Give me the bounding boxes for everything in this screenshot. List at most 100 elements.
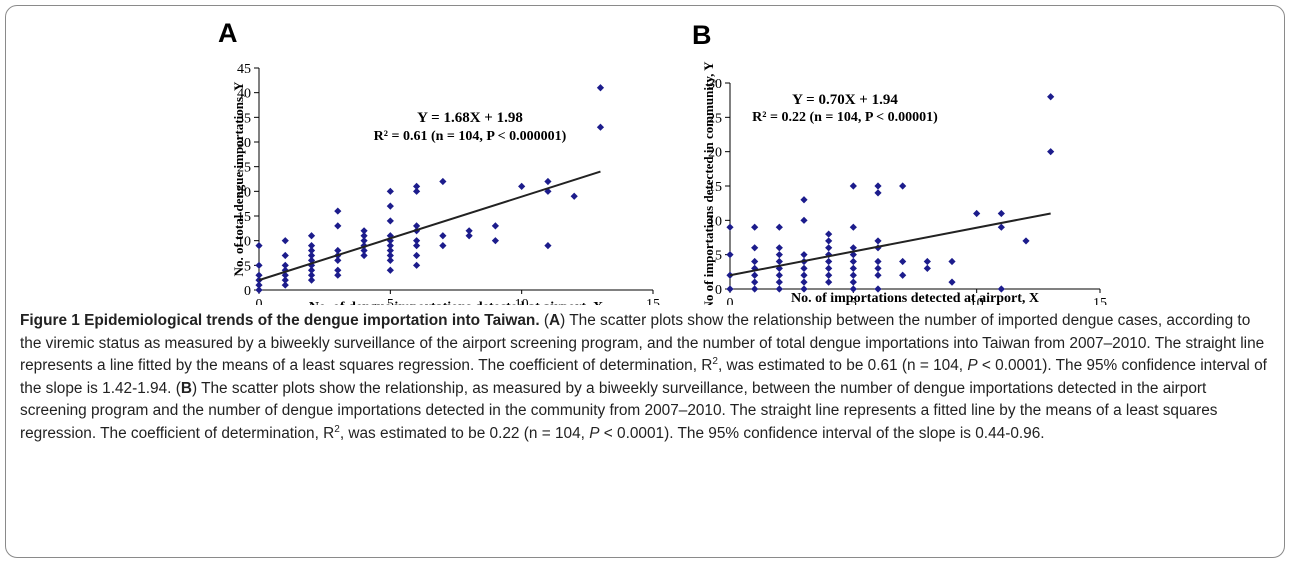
data-point bbox=[386, 202, 394, 210]
data-point bbox=[726, 285, 734, 293]
data-point bbox=[825, 244, 833, 252]
data-point bbox=[775, 278, 783, 286]
data-point bbox=[751, 264, 759, 272]
data-point bbox=[491, 222, 499, 230]
x-tick-label: 0 bbox=[256, 297, 263, 305]
data-point bbox=[973, 209, 981, 218]
caption-text: ) The scatter plots show the relationshi… bbox=[20, 312, 1265, 375]
data-point bbox=[307, 242, 316, 250]
y-tick-label: 5 bbox=[715, 249, 722, 264]
panel-label: B bbox=[692, 20, 712, 50]
data-point bbox=[281, 251, 289, 260]
data-point bbox=[849, 251, 857, 259]
y-tick-label: 30 bbox=[708, 77, 722, 92]
data-point bbox=[997, 223, 1005, 231]
data-point bbox=[307, 232, 316, 240]
data-point bbox=[413, 187, 421, 195]
fit-line bbox=[258, 170, 601, 282]
y-axis-label: No of importations detected in community… bbox=[701, 61, 716, 305]
caption-text: , was estimated to be 0.22 (n = 104, bbox=[339, 424, 590, 442]
data-point bbox=[1047, 148, 1055, 156]
data-point bbox=[899, 257, 907, 266]
data-point bbox=[751, 257, 759, 266]
y-tick-label: 10 bbox=[237, 235, 251, 250]
y-tick-label: 0 bbox=[715, 283, 722, 298]
data-point bbox=[596, 84, 605, 92]
data-point bbox=[544, 242, 552, 250]
data-point bbox=[775, 244, 783, 252]
data-point bbox=[281, 281, 289, 289]
data-point bbox=[825, 278, 833, 286]
data-point bbox=[281, 237, 289, 245]
x-tick-label: 5 bbox=[387, 297, 394, 305]
x-tick-label: 10 bbox=[970, 296, 984, 305]
y-tick-label: 35 bbox=[237, 111, 251, 126]
data-point bbox=[386, 246, 394, 255]
data-point bbox=[874, 264, 882, 272]
x-tick-label: 0 bbox=[727, 296, 734, 305]
data-point bbox=[413, 182, 421, 190]
data-point bbox=[775, 271, 783, 279]
data-point bbox=[360, 242, 368, 250]
data-point bbox=[334, 207, 342, 215]
data-point bbox=[439, 232, 447, 240]
data-point bbox=[386, 242, 394, 250]
data-point bbox=[751, 285, 759, 293]
y-tick-label: 15 bbox=[708, 180, 722, 195]
data-point bbox=[465, 232, 473, 240]
data-point bbox=[334, 271, 342, 279]
data-point bbox=[413, 242, 421, 250]
data-point bbox=[465, 227, 473, 235]
data-point bbox=[775, 264, 783, 272]
data-point bbox=[849, 285, 857, 293]
data-point bbox=[439, 242, 447, 250]
y-tick-label: 20 bbox=[237, 185, 251, 200]
data-point bbox=[307, 276, 316, 284]
data-point bbox=[800, 278, 808, 286]
data-point bbox=[386, 187, 394, 195]
data-point bbox=[726, 223, 734, 231]
caption-sup: 2 bbox=[712, 356, 718, 368]
data-point bbox=[874, 257, 882, 266]
data-point bbox=[997, 285, 1005, 293]
data-point bbox=[726, 251, 734, 259]
data-point bbox=[334, 222, 342, 230]
data-point bbox=[948, 257, 956, 266]
data-point bbox=[751, 271, 759, 279]
data-point bbox=[899, 271, 907, 279]
data-point bbox=[849, 278, 857, 286]
data-point bbox=[800, 251, 808, 259]
data-point bbox=[544, 177, 552, 186]
caption-panel: A bbox=[549, 312, 561, 329]
data-point bbox=[307, 251, 316, 260]
data-point bbox=[281, 276, 289, 284]
data-point bbox=[334, 246, 342, 255]
y-tick-label: 0 bbox=[244, 284, 251, 299]
data-point bbox=[775, 251, 783, 259]
data-point bbox=[874, 237, 882, 245]
data-point bbox=[874, 285, 882, 293]
data-point bbox=[825, 271, 833, 279]
y-tick-label: 15 bbox=[237, 210, 251, 225]
annotation: Y = 0.70X + 1.94 bbox=[792, 92, 898, 108]
data-point bbox=[874, 189, 882, 197]
data-point bbox=[825, 257, 833, 266]
data-point bbox=[751, 278, 759, 286]
data-point bbox=[825, 230, 833, 238]
fit-line bbox=[729, 212, 1051, 277]
caption-text: ( bbox=[539, 312, 550, 329]
data-point bbox=[825, 264, 833, 272]
data-point bbox=[923, 264, 931, 272]
data-point bbox=[874, 182, 882, 190]
data-point bbox=[413, 237, 421, 245]
panel-label: A bbox=[218, 18, 238, 48]
data-point bbox=[849, 223, 857, 231]
data-point bbox=[307, 271, 316, 279]
data-point bbox=[386, 266, 394, 274]
data-point bbox=[413, 261, 421, 269]
data-point bbox=[360, 232, 368, 240]
x-axis-label: No. of dengue importations detected at a… bbox=[309, 300, 603, 305]
data-point bbox=[874, 271, 882, 279]
data-point bbox=[751, 244, 759, 252]
